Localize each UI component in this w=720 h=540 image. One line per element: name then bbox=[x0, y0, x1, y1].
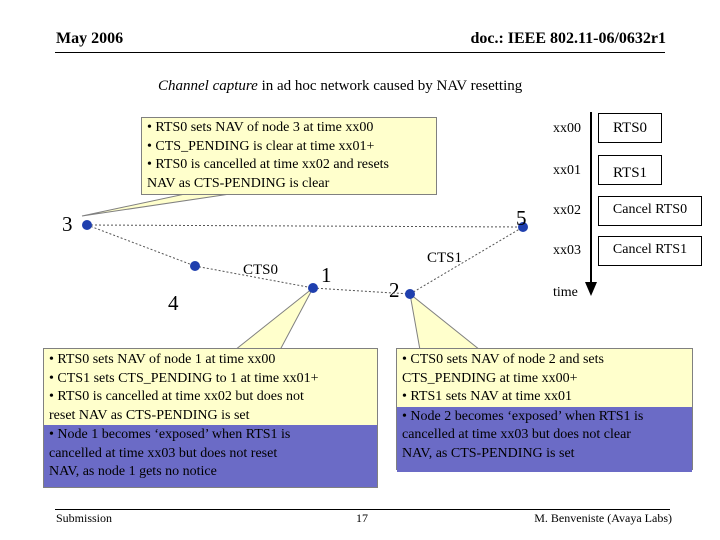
footer-author: M. Benveniste (Avaya Labs) bbox=[534, 511, 672, 525]
callout-node1-line: • RTS0 sets NAV of node 1 at time xx00 bbox=[49, 352, 276, 367]
footer-rule bbox=[55, 509, 670, 510]
link-1-2 bbox=[312, 287, 411, 295]
callout-node2-line: CTS_PENDING at time xx00+ bbox=[402, 370, 578, 386]
title-rest: in ad hoc network caused by NAV resettin… bbox=[257, 78, 523, 94]
link-4-1 bbox=[194, 265, 314, 289]
link-3-5 bbox=[86, 224, 524, 228]
node-3-label: 3 bbox=[62, 212, 73, 236]
callout-node3-line: • RTS0 sets NAV of node 3 at time xx00 bbox=[147, 120, 374, 135]
event-box-rts0: RTS0 bbox=[598, 113, 662, 143]
time-label-xx03: xx03 bbox=[553, 243, 581, 258]
callout-node1-highlight-line: cancelled at time xx03 but does not rese… bbox=[49, 445, 278, 461]
callout-pointer-node2 bbox=[409, 292, 482, 351]
node-1-dot bbox=[308, 283, 318, 293]
link-label-cts0: CTS0 bbox=[243, 262, 279, 278]
time-axis-label: time bbox=[553, 285, 578, 300]
node-4-label: 4 bbox=[168, 291, 179, 315]
callout-node1-line: • RTS0 is cancelled at time xx02 but doe… bbox=[49, 389, 304, 404]
header-date: May 2006 bbox=[56, 30, 124, 47]
node-5-dot bbox=[518, 222, 528, 232]
callout-node2: • CTS0 sets NAV of node 2 and sets CTS_P… bbox=[396, 348, 693, 472]
node-1-label: 1 bbox=[321, 263, 332, 287]
link-label-cts1: CTS1 bbox=[427, 250, 463, 266]
event-box-cancel-rts1: Cancel RTS1 bbox=[598, 236, 702, 266]
callout-node2-highlight-line: cancelled at time xx03 but does not clea… bbox=[402, 427, 631, 442]
header-doc-id: doc.: IEEE 802.11-06/0632r1 bbox=[470, 30, 666, 47]
event-box-rts1: RTS1 bbox=[598, 155, 662, 185]
callout-node1-highlight-line: NAV, as node 1 gets no notice bbox=[49, 464, 217, 479]
callout-node1-highlight: • Node 1 becomes ‘exposed’ when RTS1 is … bbox=[44, 425, 377, 487]
time-label-xx00: xx00 bbox=[553, 121, 581, 136]
time-label-xx02: xx02 bbox=[553, 203, 581, 218]
callout-node3-line: • RTS0 is cancelled at time xx02 and res… bbox=[147, 157, 389, 172]
event-box-cancel-rts0: Cancel RTS0 bbox=[598, 196, 702, 226]
node-4-dot bbox=[190, 261, 200, 271]
callout-node2-line: • RTS1 sets NAV at time xx01 bbox=[402, 389, 572, 404]
callout-node1-line: • CTS1 sets CTS_PENDING to 1 at time xx0… bbox=[49, 370, 319, 386]
slide-title: Channel capture in ad hoc network caused… bbox=[158, 78, 522, 95]
title-italic: Channel capture bbox=[158, 78, 258, 94]
link-3-4 bbox=[86, 224, 196, 267]
time-label-xx01: xx01 bbox=[553, 163, 581, 178]
callout-node1-line: reset NAV as CTS-PENDING is set bbox=[49, 407, 250, 423]
node-2-dot bbox=[405, 289, 415, 299]
callout-node3: • RTS0 sets NAV of node 3 at time xx00 •… bbox=[141, 117, 437, 195]
node-5-label: 5 bbox=[516, 206, 527, 230]
callout-node2-highlight: • Node 2 becomes ‘exposed’ when RTS1 is … bbox=[397, 406, 692, 472]
callout-pointer-node1 bbox=[233, 287, 314, 351]
callout-pointer-node3 bbox=[81, 193, 231, 217]
callout-node1: • RTS0 sets NAV of node 1 at time xx00 •… bbox=[43, 348, 378, 488]
callout-node2-highlight-line: NAV, as CTS-PENDING is set bbox=[402, 445, 575, 461]
callout-node2-line: • CTS0 sets NAV of node 2 and sets bbox=[402, 352, 604, 367]
callout-node3-line: • CTS_PENDING is clear at time xx01+ bbox=[147, 138, 375, 154]
callout-node1-highlight-line: • Node 1 becomes ‘exposed’ when RTS1 is bbox=[49, 427, 291, 442]
callout-node2-highlight-line: • Node 2 becomes ‘exposed’ when RTS1 is bbox=[402, 408, 644, 424]
footer-submission: Submission bbox=[56, 511, 113, 525]
header-rule bbox=[55, 52, 665, 53]
footer-page-number: 17 bbox=[356, 511, 368, 525]
node-2-label: 2 bbox=[389, 278, 400, 302]
time-axis-arrowhead bbox=[585, 282, 597, 296]
link-2-5 bbox=[409, 226, 524, 295]
node-3-dot bbox=[82, 220, 92, 230]
callout-node3-line: NAV as CTS-PENDING is clear bbox=[147, 175, 330, 191]
